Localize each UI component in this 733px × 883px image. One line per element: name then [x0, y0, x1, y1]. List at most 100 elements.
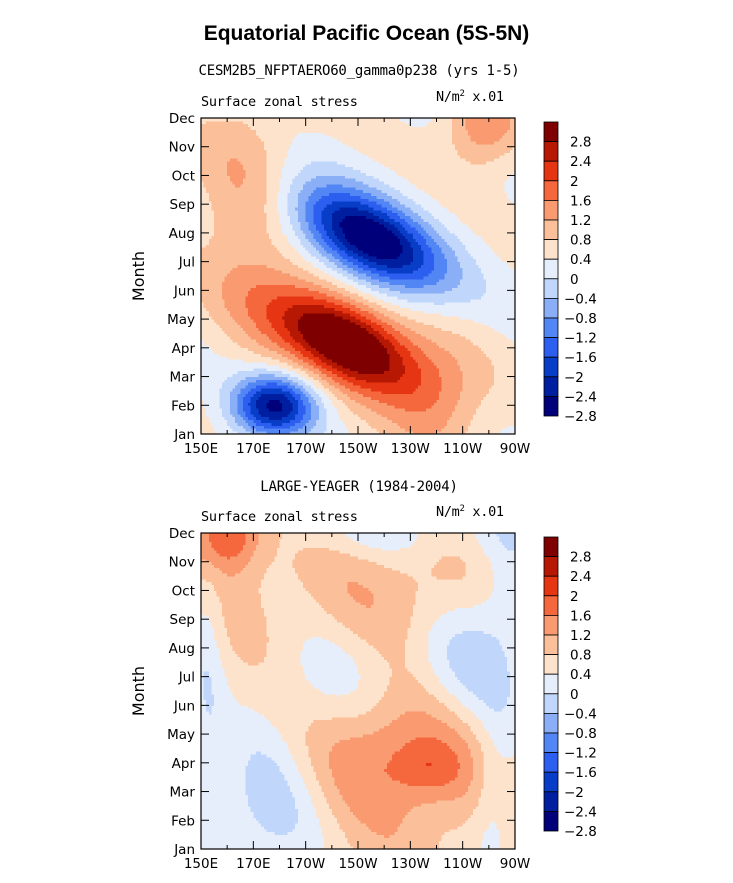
heatmap-cell [321, 400, 324, 403]
heatmap-cell [413, 420, 416, 423]
heatmap-cell [238, 405, 241, 408]
heatmap-cell [298, 414, 301, 417]
heatmap-cell [300, 400, 303, 403]
heatmap-cell [295, 414, 298, 417]
heatmap-cell [211, 405, 214, 408]
heatmap-cell [353, 400, 356, 403]
heatmap-cell [374, 414, 377, 417]
heatmap-cell [342, 397, 345, 400]
heatmap-cell [416, 400, 419, 403]
heatmap-cell [471, 408, 474, 411]
heatmap-cell [392, 400, 395, 403]
heatmap-cell [450, 417, 453, 420]
heatmap-cell [306, 400, 309, 403]
heatmap-cell [465, 428, 468, 431]
heatmap-cell [374, 417, 377, 420]
heatmap-cell [353, 397, 356, 400]
heatmap-cell [243, 405, 246, 408]
heatmap-cell [358, 402, 361, 405]
heatmap-cell [358, 414, 361, 417]
heatmap-cell [306, 414, 309, 417]
heatmap-cell [209, 397, 212, 400]
heatmap-cell [295, 417, 298, 420]
heatmap-cell [460, 405, 463, 408]
heatmap-cell [324, 402, 327, 405]
heatmap-cell [478, 423, 481, 426]
heatmap-cell [211, 428, 214, 431]
heatmap-cell [468, 420, 471, 423]
heatmap-cell [266, 423, 269, 426]
heatmap-cell [298, 423, 301, 426]
heatmap-cell [371, 414, 374, 417]
heatmap-cell [486, 405, 489, 408]
heatmap-cell [253, 423, 256, 426]
heatmap-cell [287, 423, 290, 426]
heatmap-cell [290, 425, 293, 428]
heatmap-cell [230, 405, 233, 408]
heatmap-cell [405, 405, 408, 408]
heatmap-cell [502, 417, 505, 420]
heatmap-cell [363, 402, 366, 405]
heatmap-cell [392, 397, 395, 400]
heatmap-cell [345, 428, 348, 431]
heatmap-cell [298, 417, 301, 420]
heatmap-cell [211, 411, 214, 414]
heatmap-cell [387, 425, 390, 428]
heatmap-cell [280, 408, 283, 411]
heatmap-cell [240, 402, 243, 405]
heatmap-cell [426, 411, 429, 414]
heatmap-cell [209, 394, 212, 397]
heatmap-cell [332, 405, 335, 408]
heatmap-cell [350, 402, 353, 405]
heatmap-cell [214, 400, 217, 403]
heatmap-cell [340, 394, 343, 397]
heatmap-cell [243, 408, 246, 411]
heatmap-cell [266, 405, 269, 408]
heatmap-cell [243, 402, 246, 405]
heatmap-cell [337, 423, 340, 426]
heatmap-cell [253, 417, 256, 420]
heatmap-cell [225, 394, 228, 397]
heatmap-cell [489, 414, 492, 417]
heatmap-cell [421, 397, 424, 400]
heatmap-cell [444, 428, 447, 431]
heatmap-cell [238, 423, 241, 426]
heatmap-cell [481, 425, 484, 428]
heatmap-cell [308, 423, 311, 426]
heatmap-cell [452, 428, 455, 431]
heatmap-cell [240, 428, 243, 431]
heatmap-cell [397, 423, 400, 426]
heatmap-cell [243, 411, 246, 414]
heatmap-cell [337, 414, 340, 417]
heatmap-cell [421, 408, 424, 411]
heatmap-cell [225, 397, 228, 400]
heatmap-cell [269, 420, 272, 423]
heatmap-cell [253, 414, 256, 417]
heatmap-cell [235, 400, 238, 403]
heatmap-cell [324, 411, 327, 414]
heatmap-cell [400, 414, 403, 417]
heatmap-cell [269, 400, 272, 403]
heatmap-cell [280, 414, 283, 417]
heatmap-cell [219, 420, 222, 423]
heatmap-cell [389, 405, 392, 408]
heatmap-cell [366, 414, 369, 417]
heatmap-cell [209, 420, 212, 423]
heatmap-cell [366, 425, 369, 428]
heatmap-cell [387, 417, 390, 420]
heatmap-cell [204, 423, 207, 426]
heatmap-cell [277, 402, 280, 405]
heatmap-cell [361, 420, 364, 423]
heatmap-cell [473, 408, 476, 411]
heatmap-cell [230, 423, 233, 426]
heatmap-cell [329, 397, 332, 400]
heatmap-cell [361, 402, 364, 405]
heatmap-cell [243, 428, 246, 431]
heatmap-cell [463, 402, 466, 405]
heatmap-cell [460, 411, 463, 414]
heatmap-cell [266, 394, 269, 397]
heatmap-cell [280, 394, 283, 397]
heatmap-cell [371, 423, 374, 426]
heatmap-cell [332, 397, 335, 400]
heatmap-cell [400, 411, 403, 414]
